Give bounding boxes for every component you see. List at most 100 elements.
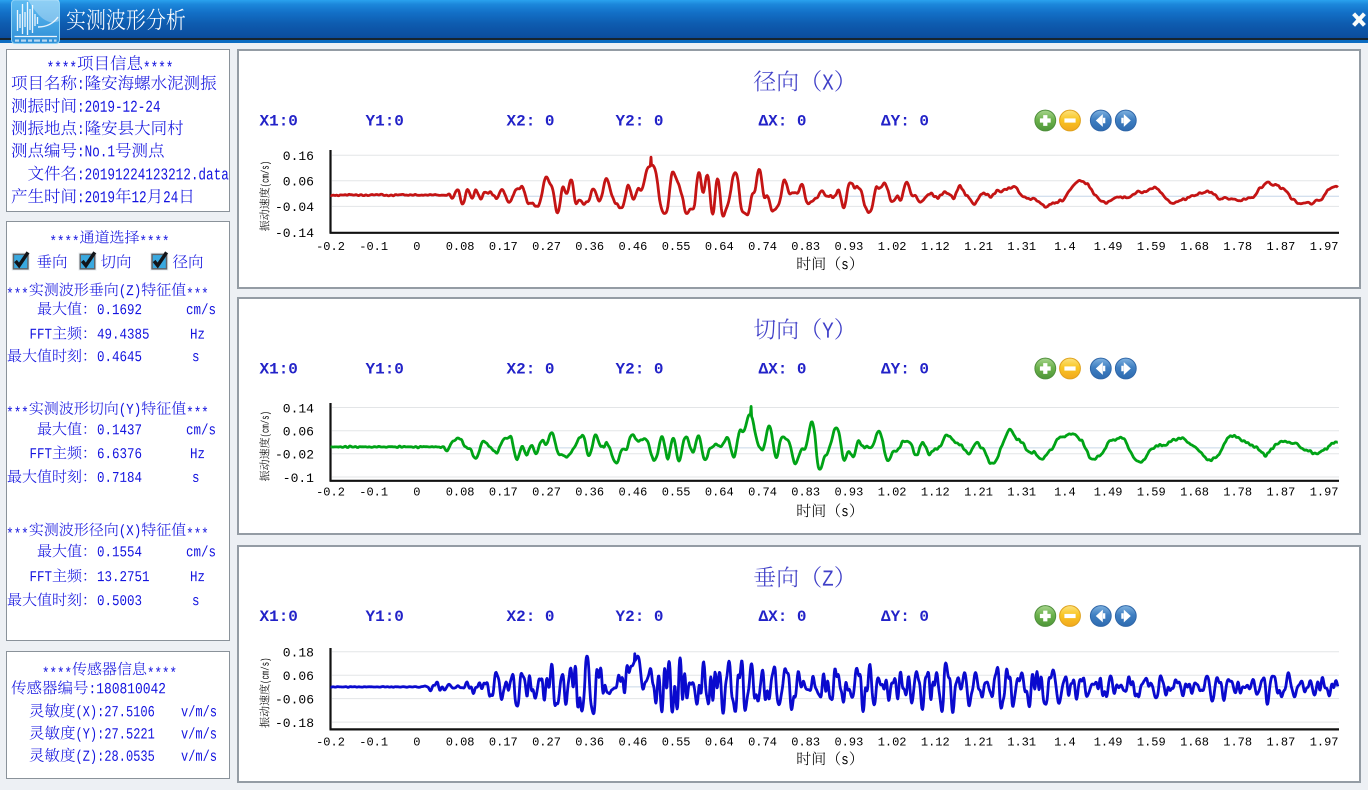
svg-text:1.97: 1.97 (1310, 240, 1339, 254)
svg-text:-0.2: -0.2 (316, 735, 345, 749)
svg-text:0.08: 0.08 (446, 240, 475, 254)
svg-text:1.21: 1.21 (964, 240, 993, 254)
svg-text:0.06: 0.06 (283, 175, 314, 190)
svg-text:0.14: 0.14 (283, 401, 314, 416)
svg-text:1.31: 1.31 (1007, 240, 1036, 254)
svg-text:1.97: 1.97 (1310, 485, 1339, 499)
svg-text:0.06: 0.06 (283, 669, 314, 684)
svg-text:0.64: 0.64 (705, 735, 734, 749)
svg-text:X1:0: X1:0 (260, 608, 298, 626)
svg-text:1.02: 1.02 (878, 735, 907, 749)
svg-text:1.02: 1.02 (878, 485, 907, 499)
svg-text:ΔY: 0: ΔY: 0 (881, 361, 929, 379)
svg-text:1.87: 1.87 (1266, 485, 1295, 499)
svg-text:X1:0: X1:0 (260, 113, 298, 131)
svg-text:1.68: 1.68 (1180, 485, 1209, 499)
svg-text:-0.1: -0.1 (359, 735, 388, 749)
svg-text:Y2: 0: Y2: 0 (616, 608, 664, 626)
svg-text:1.78: 1.78 (1223, 240, 1252, 254)
svg-text:0.74: 0.74 (748, 240, 777, 254)
svg-text:0.27: 0.27 (532, 240, 561, 254)
svg-text:0.83: 0.83 (791, 735, 820, 749)
svg-text:0.64: 0.64 (705, 240, 734, 254)
svg-text:0.27: 0.27 (532, 735, 561, 749)
svg-text:0.46: 0.46 (618, 735, 647, 749)
svg-text:1.12: 1.12 (921, 485, 950, 499)
svg-text:0.36: 0.36 (575, 485, 604, 499)
svg-text:0.83: 0.83 (791, 485, 820, 499)
svg-text:0.55: 0.55 (662, 485, 691, 499)
svg-text:0.27: 0.27 (532, 485, 561, 499)
svg-text:X2: 0: X2: 0 (507, 113, 555, 131)
svg-text:0.46: 0.46 (618, 485, 647, 499)
svg-text:0.16: 0.16 (283, 149, 314, 164)
svg-text:1.49: 1.49 (1094, 735, 1123, 749)
svg-text:Y1:0: Y1:0 (366, 608, 404, 626)
svg-text:0.93: 0.93 (834, 735, 863, 749)
svg-text:1.4: 1.4 (1054, 240, 1076, 254)
svg-text:-0.14: -0.14 (275, 226, 314, 241)
svg-text:-0.2: -0.2 (316, 240, 345, 254)
svg-text:1.68: 1.68 (1180, 240, 1209, 254)
svg-text:1.4: 1.4 (1054, 485, 1076, 499)
svg-text:1.21: 1.21 (964, 735, 993, 749)
svg-text:1.59: 1.59 (1137, 485, 1166, 499)
svg-text:0.36: 0.36 (575, 735, 604, 749)
svg-text:1.12: 1.12 (921, 240, 950, 254)
svg-text:1.31: 1.31 (1007, 485, 1036, 499)
svg-text:Y1:0: Y1:0 (366, 113, 404, 131)
svg-text:1.78: 1.78 (1223, 485, 1252, 499)
svg-text:-0.06: -0.06 (275, 692, 314, 707)
svg-text:Y2: 0: Y2: 0 (616, 113, 664, 131)
svg-text:0.64: 0.64 (705, 485, 734, 499)
svg-text:-0.1: -0.1 (359, 240, 388, 254)
svg-text:1.31: 1.31 (1007, 735, 1036, 749)
svg-text:0: 0 (413, 240, 420, 254)
svg-text:-0.1: -0.1 (359, 485, 388, 499)
svg-text:-0.04: -0.04 (275, 200, 314, 215)
svg-text:1.02: 1.02 (878, 240, 907, 254)
svg-text:0.93: 0.93 (834, 240, 863, 254)
svg-text:0.74: 0.74 (748, 735, 777, 749)
svg-text:1.12: 1.12 (921, 735, 950, 749)
svg-text:1.49: 1.49 (1094, 485, 1123, 499)
svg-text:-0.18: -0.18 (275, 716, 314, 731)
svg-text:0.83: 0.83 (791, 240, 820, 254)
svg-text:1.4: 1.4 (1054, 735, 1076, 749)
svg-text:1.87: 1.87 (1266, 735, 1295, 749)
svg-text:0: 0 (413, 485, 420, 499)
svg-text:1.59: 1.59 (1137, 240, 1166, 254)
svg-text:1.21: 1.21 (964, 485, 993, 499)
svg-text:ΔY: 0: ΔY: 0 (881, 113, 929, 131)
svg-text:0.74: 0.74 (748, 485, 777, 499)
svg-text:0.08: 0.08 (446, 485, 475, 499)
svg-text:-0.1: -0.1 (283, 471, 314, 486)
svg-text:0.46: 0.46 (618, 240, 647, 254)
svg-text:0.93: 0.93 (834, 485, 863, 499)
svg-text:0.36: 0.36 (575, 240, 604, 254)
svg-text:-0.2: -0.2 (316, 485, 345, 499)
svg-text:1.87: 1.87 (1266, 240, 1295, 254)
svg-text:ΔX: 0: ΔX: 0 (759, 113, 807, 131)
svg-text:X2: 0: X2: 0 (507, 608, 555, 626)
svg-text:Y1:0: Y1:0 (366, 361, 404, 379)
svg-text:ΔX: 0: ΔX: 0 (759, 608, 807, 626)
svg-text:0.17: 0.17 (489, 485, 518, 499)
svg-text:ΔX: 0: ΔX: 0 (759, 361, 807, 379)
svg-text:0.55: 0.55 (662, 735, 691, 749)
svg-text:0.18: 0.18 (283, 646, 314, 661)
svg-text:1.78: 1.78 (1223, 735, 1252, 749)
svg-text:1.68: 1.68 (1180, 735, 1209, 749)
svg-text:ΔY: 0: ΔY: 0 (881, 608, 929, 626)
svg-text:0.55: 0.55 (662, 240, 691, 254)
svg-text:1.97: 1.97 (1310, 735, 1339, 749)
svg-text:1.59: 1.59 (1137, 735, 1166, 749)
svg-text:0.08: 0.08 (446, 735, 475, 749)
svg-text:Y2: 0: Y2: 0 (616, 361, 664, 379)
svg-text:0: 0 (413, 735, 420, 749)
svg-text:X1:0: X1:0 (260, 361, 298, 379)
svg-text:-0.02: -0.02 (275, 448, 314, 463)
svg-text:0.06: 0.06 (283, 425, 314, 440)
svg-text:0.17: 0.17 (489, 240, 518, 254)
svg-text:0.17: 0.17 (489, 735, 518, 749)
